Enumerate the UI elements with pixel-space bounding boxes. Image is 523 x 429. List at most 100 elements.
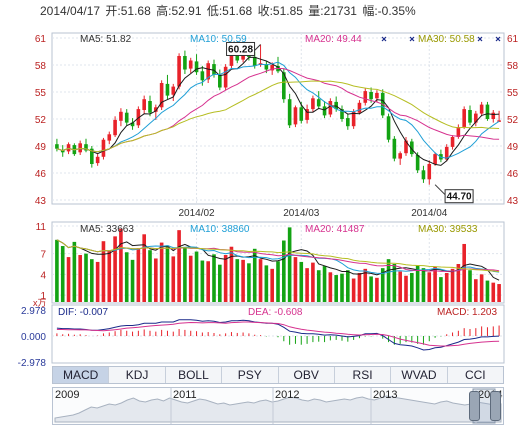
volume-bar[interactable] xyxy=(311,262,315,302)
candle[interactable] xyxy=(479,101,484,117)
volume-bar[interactable] xyxy=(171,256,176,302)
volume-bar[interactable] xyxy=(293,257,298,302)
candle[interactable] xyxy=(392,136,397,162)
candle[interactable] xyxy=(293,105,298,128)
volume-bar[interactable] xyxy=(113,236,117,302)
volume-bar[interactable] xyxy=(346,270,350,302)
volume-bar[interactable] xyxy=(136,248,141,302)
volume-bar[interactable] xyxy=(485,280,490,302)
volume-bar[interactable] xyxy=(229,246,234,302)
tab-cci[interactable]: CCI xyxy=(464,368,486,382)
candle[interactable] xyxy=(84,138,88,153)
volume-bar[interactable] xyxy=(241,259,245,302)
tab-psy[interactable]: PSY xyxy=(222,367,279,383)
volume-bar[interactable] xyxy=(165,245,170,302)
volume-bar[interactable] xyxy=(328,272,333,302)
candle[interactable] xyxy=(468,105,472,126)
candle[interactable] xyxy=(218,69,222,91)
candle[interactable] xyxy=(386,113,391,143)
volume-bar[interactable] xyxy=(177,230,181,302)
volume-bar[interactable] xyxy=(223,255,228,302)
volume-bar[interactable] xyxy=(78,255,82,302)
volume-bar[interactable] xyxy=(375,277,379,302)
tab-kdj[interactable]: KDJ xyxy=(109,367,166,383)
volume-bar[interactable] xyxy=(439,277,443,302)
volume-bar[interactable] xyxy=(497,284,501,302)
volume-bar[interactable] xyxy=(119,228,123,302)
volume-bar[interactable] xyxy=(287,227,292,302)
candle[interactable] xyxy=(142,95,146,114)
volume-bar[interactable] xyxy=(276,261,280,302)
volume-bar[interactable] xyxy=(235,259,240,302)
candle[interactable] xyxy=(491,110,496,123)
volume-bar[interactable] xyxy=(124,252,129,302)
volume-bar[interactable] xyxy=(66,257,71,302)
volume-bar[interactable] xyxy=(148,250,152,302)
volume-bar[interactable] xyxy=(142,234,146,302)
candles[interactable] xyxy=(55,44,501,185)
volume-bar[interactable] xyxy=(206,261,210,302)
candle[interactable] xyxy=(148,95,152,117)
volume-bar[interactable] xyxy=(200,260,205,302)
volume-bar[interactable] xyxy=(386,259,391,302)
candle[interactable] xyxy=(95,154,100,166)
volume-bar[interactable] xyxy=(270,268,274,302)
volume-bar[interactable] xyxy=(322,266,327,302)
volume-bar[interactable] xyxy=(282,240,286,302)
volume-bar[interactable] xyxy=(334,275,338,302)
tab-boll[interactable]: BOLL xyxy=(166,367,223,383)
candle[interactable] xyxy=(398,151,402,165)
volume-bar[interactable] xyxy=(299,261,304,302)
candle[interactable] xyxy=(171,83,176,101)
volume-bar[interactable] xyxy=(212,254,216,302)
candle[interactable] xyxy=(462,106,466,129)
volume-bar[interactable] xyxy=(60,246,65,302)
volume-bar[interactable] xyxy=(479,274,484,302)
candle[interactable] xyxy=(497,110,501,122)
volume-bar[interactable] xyxy=(363,268,368,302)
candle[interactable] xyxy=(316,91,321,110)
volume-bar[interactable] xyxy=(90,259,94,302)
tab-obv[interactable]: OBV xyxy=(279,367,335,383)
candle[interactable] xyxy=(101,137,106,160)
candle[interactable] xyxy=(130,118,135,130)
volume-bar[interactable] xyxy=(404,275,408,302)
volume-bar[interactable] xyxy=(357,272,362,302)
volume-bar[interactable] xyxy=(462,243,466,302)
tab-wvad[interactable]: WVAD xyxy=(391,367,448,383)
candle[interactable] xyxy=(119,108,123,127)
candle[interactable] xyxy=(223,64,228,91)
volume-bar[interactable] xyxy=(427,272,432,302)
volume-bar[interactable] xyxy=(72,241,77,302)
volume-bar[interactable] xyxy=(380,268,385,302)
volume-bar[interactable] xyxy=(410,272,414,302)
candle[interactable] xyxy=(55,138,59,152)
volume-bar[interactable] xyxy=(188,255,193,302)
candle[interactable] xyxy=(340,105,344,122)
tab-macd[interactable]: MACD xyxy=(53,367,110,383)
volume-bar[interactable] xyxy=(183,247,187,302)
volume-bar[interactable] xyxy=(84,253,88,302)
candle[interactable] xyxy=(124,109,129,126)
candle[interactable] xyxy=(136,106,141,128)
volume-bar[interactable] xyxy=(154,258,158,302)
volume-bar[interactable] xyxy=(369,276,373,302)
candle[interactable] xyxy=(287,93,292,128)
candle[interactable] xyxy=(485,101,490,121)
candle[interactable] xyxy=(357,100,362,115)
candle[interactable] xyxy=(107,131,112,145)
candle[interactable] xyxy=(474,110,478,127)
candle[interactable] xyxy=(113,116,117,137)
candle[interactable] xyxy=(311,95,315,112)
volume-bar[interactable] xyxy=(421,268,426,302)
volume-bar[interactable] xyxy=(264,265,269,302)
candle[interactable] xyxy=(183,50,187,74)
candle[interactable] xyxy=(427,160,432,185)
candle[interactable] xyxy=(328,98,333,118)
tab-rsi[interactable]: RSI xyxy=(335,367,392,383)
volume-bar[interactable] xyxy=(130,259,135,302)
candle[interactable] xyxy=(177,53,181,90)
candle[interactable] xyxy=(165,74,170,100)
candle[interactable] xyxy=(78,140,82,155)
